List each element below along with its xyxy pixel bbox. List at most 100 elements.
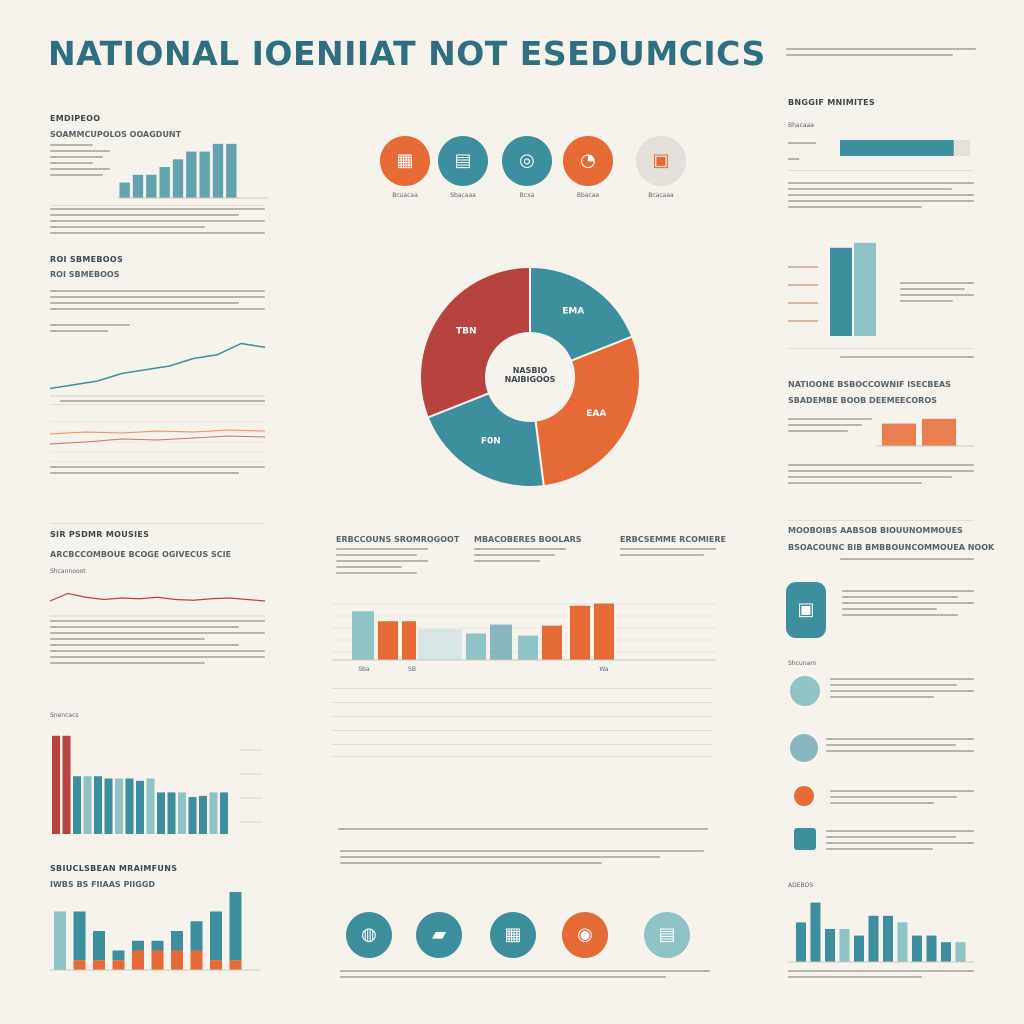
bar (830, 247, 852, 336)
right-progress-bars (788, 140, 970, 160)
donut-chart: EMA EAA F0N TBN (419, 265, 641, 488)
center-col-heading-1: ERBCCOUNS SROMROGOOT (336, 535, 460, 544)
bar (132, 950, 144, 970)
right-bar-chart-3 (788, 902, 974, 963)
bar (119, 182, 130, 198)
right-text-block-4 (788, 414, 872, 444)
bar (54, 911, 66, 970)
bar (112, 950, 125, 961)
right-text-block-11 (826, 826, 974, 868)
tick-label: Sba (358, 666, 370, 673)
bar (132, 174, 144, 198)
icon-caption: Bbacaa (576, 192, 600, 199)
divider (332, 702, 712, 703)
left-heading-3: ROI SBMEBOOS (50, 255, 124, 264)
left-label-6: Shcannooot (50, 568, 86, 575)
bar (104, 778, 113, 834)
bar (73, 911, 86, 961)
center-col-text-3 (620, 544, 716, 574)
divider (50, 404, 265, 405)
bar (788, 142, 816, 144)
left-heading-1: EMDIPEOO (50, 114, 101, 123)
bar (854, 935, 864, 962)
briefcase-icon (794, 828, 816, 850)
page-title: NATIONAL IOENIIAT NOT ESEDUMCICS (48, 34, 766, 73)
center-text-block-1 (338, 824, 708, 836)
left-heading-2: SOAMMCUPOLOS OOAGDUNT (50, 130, 182, 139)
divider (332, 730, 712, 731)
bar (922, 418, 956, 446)
bar (926, 935, 937, 962)
right-text-block-9 (826, 734, 974, 766)
right-label-2: Bhacaaa (788, 122, 814, 129)
series-line (50, 435, 265, 445)
bar (186, 151, 197, 198)
left-text-block-6 (50, 616, 265, 692)
right-label-8: ADEBOS (788, 882, 814, 889)
tick-label: Wa (599, 666, 609, 673)
right-bar-chart-2 (876, 418, 974, 447)
bar (146, 174, 157, 198)
coin-icon (794, 786, 814, 806)
bar (810, 902, 821, 962)
bar (796, 922, 806, 962)
bar (171, 950, 183, 970)
right-text-block-12 (788, 966, 974, 990)
pie-slice (426, 391, 545, 488)
pie-slice (529, 265, 634, 363)
bar (94, 776, 102, 834)
left-text-block-2 (50, 286, 265, 322)
icon-caption: Bcacaaa (648, 192, 674, 199)
bar (178, 792, 186, 834)
bar (210, 911, 222, 961)
left-line-chart-3 (50, 592, 265, 617)
divider (332, 716, 712, 717)
bar (171, 931, 183, 951)
slice-label: EAA (586, 409, 606, 419)
pie-icon: ◔ (563, 136, 613, 186)
left-bar-chart-2 (52, 735, 262, 834)
bar (352, 611, 374, 660)
divider (332, 756, 712, 757)
divider (332, 688, 712, 689)
bar (62, 735, 71, 834)
icon-caption: Bcuacaa (392, 192, 418, 199)
gridline (788, 302, 818, 304)
bottom-icon-captions (340, 966, 710, 986)
slice-label: TBN (456, 327, 477, 337)
bar (93, 960, 105, 970)
left-bar-chart (118, 143, 268, 199)
bar (199, 795, 207, 834)
chart-icon (790, 676, 820, 706)
bar (159, 167, 170, 198)
bar (93, 931, 105, 961)
donut-hole (488, 335, 572, 419)
gridline (788, 284, 818, 286)
bar (518, 635, 538, 660)
bar (570, 605, 590, 660)
right-text-block-6 (840, 554, 974, 566)
globe-icon: ◍ (346, 912, 392, 958)
pie-slice (534, 335, 641, 488)
bar (912, 935, 922, 962)
right-text-block-10 (830, 786, 974, 816)
bar (52, 735, 60, 834)
left-text-block-5 (50, 462, 265, 492)
bar (542, 625, 562, 660)
series-line (50, 342, 265, 390)
center-col-heading-3: ERBCSEMME RCOMIERE (620, 535, 726, 544)
divider (332, 744, 712, 745)
bar (955, 942, 966, 962)
bar (112, 960, 125, 970)
icon-caption: Sbacaaa (450, 192, 476, 199)
bar (490, 624, 512, 660)
coin-icon: ◉ (562, 912, 608, 958)
donut-center-label: NASBIO NAIBIGOOS (504, 366, 556, 384)
bar (378, 621, 398, 660)
lock-icon: ▣ (786, 582, 826, 638)
bar (466, 633, 486, 660)
bar (132, 940, 144, 951)
bar (840, 140, 954, 156)
bar (444, 629, 462, 660)
right-heading-5: MOOBOIBS AABSOB BIOUUNOMMOUES (788, 526, 963, 535)
